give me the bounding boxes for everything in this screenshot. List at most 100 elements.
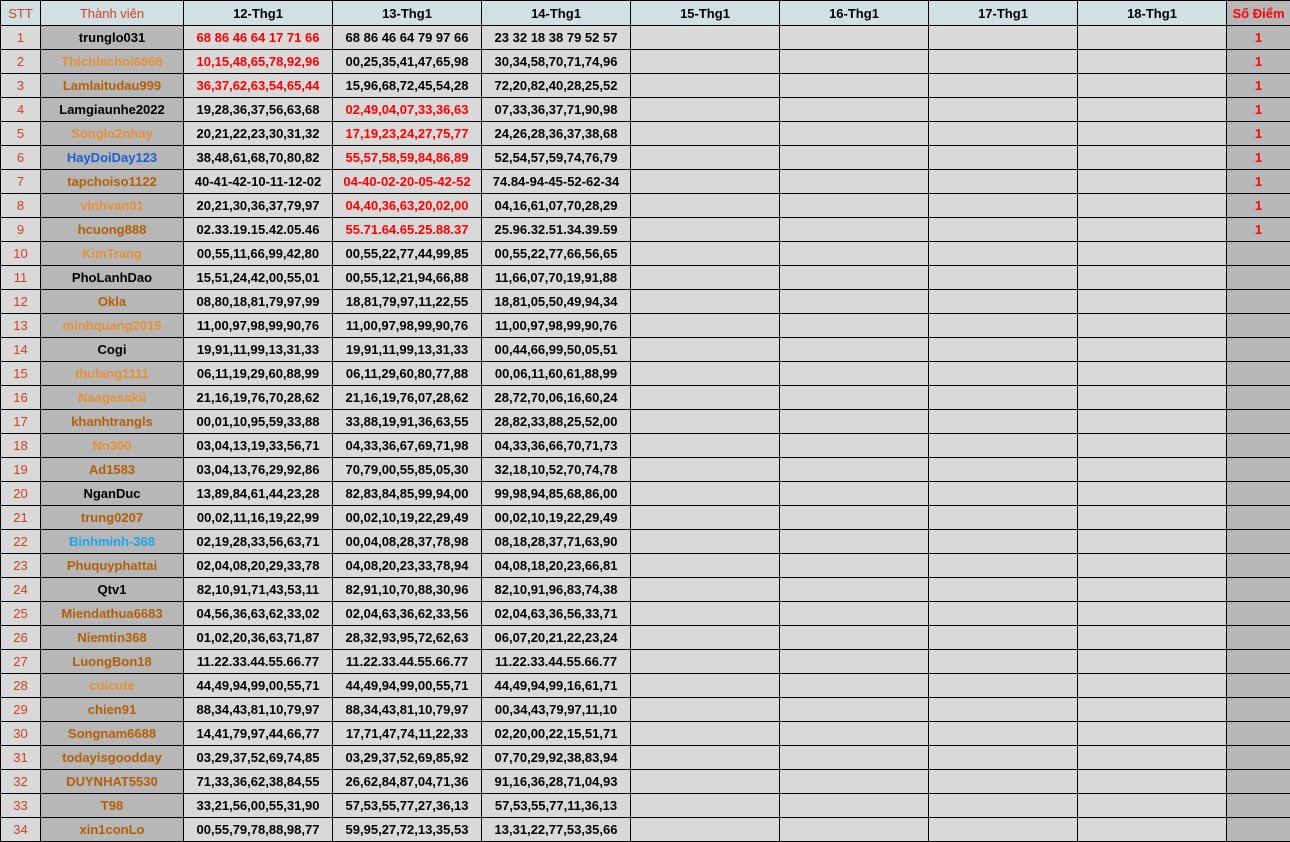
day-cell[interactable] bbox=[780, 146, 929, 170]
score-cell[interactable]: 1 bbox=[1227, 146, 1290, 170]
day-cell[interactable]: 02,49,04,07,33,36,63 bbox=[333, 98, 482, 122]
day-cell[interactable] bbox=[780, 722, 929, 746]
row-stt[interactable]: 17 bbox=[1, 410, 41, 434]
day-cell[interactable] bbox=[929, 26, 1078, 50]
score-cell[interactable]: 1 bbox=[1227, 218, 1290, 242]
day-cell[interactable]: 59,95,27,72,13,35,53 bbox=[333, 818, 482, 842]
member-name[interactable]: Thichlachoi6868 bbox=[41, 50, 184, 74]
day-cell[interactable]: 02,04,63,36,62,33,56 bbox=[333, 602, 482, 626]
row-stt[interactable]: 28 bbox=[1, 674, 41, 698]
day-cell[interactable] bbox=[631, 650, 780, 674]
day-cell[interactable] bbox=[631, 170, 780, 194]
row-stt[interactable]: 25 bbox=[1, 602, 41, 626]
day-cell[interactable] bbox=[1078, 650, 1227, 674]
day-cell[interactable]: 00,04,08,28,37,78,98 bbox=[333, 530, 482, 554]
day-cell[interactable] bbox=[780, 314, 929, 338]
member-name[interactable]: tapchoiso1122 bbox=[41, 170, 184, 194]
day-cell[interactable] bbox=[1078, 314, 1227, 338]
member-name[interactable]: thulang1111 bbox=[41, 362, 184, 386]
day-cell[interactable]: 11,66,07,70,19,91,88 bbox=[482, 266, 631, 290]
day-cell[interactable] bbox=[631, 770, 780, 794]
day-cell[interactable] bbox=[631, 746, 780, 770]
day-cell[interactable] bbox=[1078, 170, 1227, 194]
day-cell[interactable] bbox=[1078, 602, 1227, 626]
score-cell[interactable] bbox=[1227, 290, 1290, 314]
day-cell[interactable] bbox=[929, 530, 1078, 554]
day-cell[interactable]: 82,10,91,71,43,53,11 bbox=[184, 578, 333, 602]
day-cell[interactable]: 44,49,94,99,00,55,71 bbox=[184, 674, 333, 698]
member-name[interactable]: Songlo2nhay bbox=[41, 122, 184, 146]
score-cell[interactable]: 1 bbox=[1227, 98, 1290, 122]
day-cell[interactable]: 11.22.33.44.55.66.77 bbox=[184, 650, 333, 674]
day-cell[interactable] bbox=[780, 242, 929, 266]
day-cell[interactable] bbox=[929, 794, 1078, 818]
day-cell[interactable] bbox=[631, 290, 780, 314]
day-cell[interactable] bbox=[780, 818, 929, 842]
day-cell[interactable] bbox=[780, 266, 929, 290]
row-stt[interactable]: 29 bbox=[1, 698, 41, 722]
day-cell[interactable]: 00,55,79,78,88,98,77 bbox=[184, 818, 333, 842]
day-cell[interactable] bbox=[780, 434, 929, 458]
day-cell[interactable]: 19,28,36,37,56,63,68 bbox=[184, 98, 333, 122]
day-cell[interactable] bbox=[780, 506, 929, 530]
day-cell[interactable] bbox=[929, 650, 1078, 674]
day-cell[interactable]: 82,91,10,70,88,30,96 bbox=[333, 578, 482, 602]
day-cell[interactable] bbox=[1078, 242, 1227, 266]
day-cell[interactable]: 57,53,55,77,27,36,13 bbox=[333, 794, 482, 818]
day-cell[interactable]: 11,00,97,98,99,90,76 bbox=[184, 314, 333, 338]
day-cell[interactable] bbox=[929, 218, 1078, 242]
row-stt[interactable]: 22 bbox=[1, 530, 41, 554]
score-cell[interactable]: 1 bbox=[1227, 170, 1290, 194]
score-cell[interactable]: 1 bbox=[1227, 194, 1290, 218]
day-cell[interactable]: 19,91,11,99,13,31,33 bbox=[184, 338, 333, 362]
day-cell[interactable] bbox=[929, 314, 1078, 338]
score-cell[interactable] bbox=[1227, 818, 1290, 842]
day-cell[interactable] bbox=[929, 266, 1078, 290]
day-cell[interactable] bbox=[631, 674, 780, 698]
score-cell[interactable] bbox=[1227, 578, 1290, 602]
member-name[interactable]: trung0207 bbox=[41, 506, 184, 530]
day-cell[interactable]: 08,18,28,37,71,63,90 bbox=[482, 530, 631, 554]
row-stt[interactable]: 2 bbox=[1, 50, 41, 74]
day-cell[interactable]: 03,29,37,52,69,74,85 bbox=[184, 746, 333, 770]
row-stt[interactable]: 9 bbox=[1, 218, 41, 242]
day-cell[interactable] bbox=[1078, 434, 1227, 458]
day-cell[interactable]: 88,34,43,81,10,79,97 bbox=[184, 698, 333, 722]
day-cell[interactable]: 00,44,66,99,50,05,51 bbox=[482, 338, 631, 362]
score-cell[interactable] bbox=[1227, 386, 1290, 410]
score-cell[interactable] bbox=[1227, 482, 1290, 506]
day-cell[interactable] bbox=[631, 194, 780, 218]
day-cell[interactable]: 71,33,36,62,38,84,55 bbox=[184, 770, 333, 794]
day-cell[interactable]: 15,96,68,72,45,54,28 bbox=[333, 74, 482, 98]
day-cell[interactable] bbox=[929, 362, 1078, 386]
day-cell[interactable]: 15,51,24,42,00,55,01 bbox=[184, 266, 333, 290]
member-name[interactable]: Qtv1 bbox=[41, 578, 184, 602]
day-cell[interactable] bbox=[929, 338, 1078, 362]
day-cell[interactable] bbox=[929, 770, 1078, 794]
day-cell[interactable] bbox=[1078, 146, 1227, 170]
day-cell[interactable]: 23 32 18 38 79 52 57 bbox=[482, 26, 631, 50]
day-cell[interactable]: 03,29,37,52,69,85,92 bbox=[333, 746, 482, 770]
day-cell[interactable] bbox=[1078, 578, 1227, 602]
score-cell[interactable]: 1 bbox=[1227, 26, 1290, 50]
day-cell[interactable]: 11.22.33.44.55.66.77 bbox=[482, 650, 631, 674]
day-cell[interactable] bbox=[929, 122, 1078, 146]
row-stt[interactable]: 24 bbox=[1, 578, 41, 602]
day-cell[interactable]: 04,40,36,63,20,02,00 bbox=[333, 194, 482, 218]
day-cell[interactable]: 00,02,10,19,22,29,49 bbox=[482, 506, 631, 530]
day-cell[interactable] bbox=[1078, 722, 1227, 746]
day-cell[interactable]: 00,55,12,21,94,66,88 bbox=[333, 266, 482, 290]
score-cell[interactable] bbox=[1227, 338, 1290, 362]
day-cell[interactable]: 28,72,70,06,16,60,24 bbox=[482, 386, 631, 410]
day-cell[interactable] bbox=[631, 242, 780, 266]
score-cell[interactable] bbox=[1227, 650, 1290, 674]
day-cell[interactable]: 17,19,23,24,27,75,77 bbox=[333, 122, 482, 146]
row-stt[interactable]: 1 bbox=[1, 26, 41, 50]
day-cell[interactable] bbox=[929, 50, 1078, 74]
score-cell[interactable] bbox=[1227, 722, 1290, 746]
day-cell[interactable] bbox=[1078, 674, 1227, 698]
member-name[interactable]: todayisgoodday bbox=[41, 746, 184, 770]
member-name[interactable]: NganDuc bbox=[41, 482, 184, 506]
day-cell[interactable]: 03,04,13,19,33,56,71 bbox=[184, 434, 333, 458]
day-cell[interactable]: 00,34,43,79,97,11,10 bbox=[482, 698, 631, 722]
